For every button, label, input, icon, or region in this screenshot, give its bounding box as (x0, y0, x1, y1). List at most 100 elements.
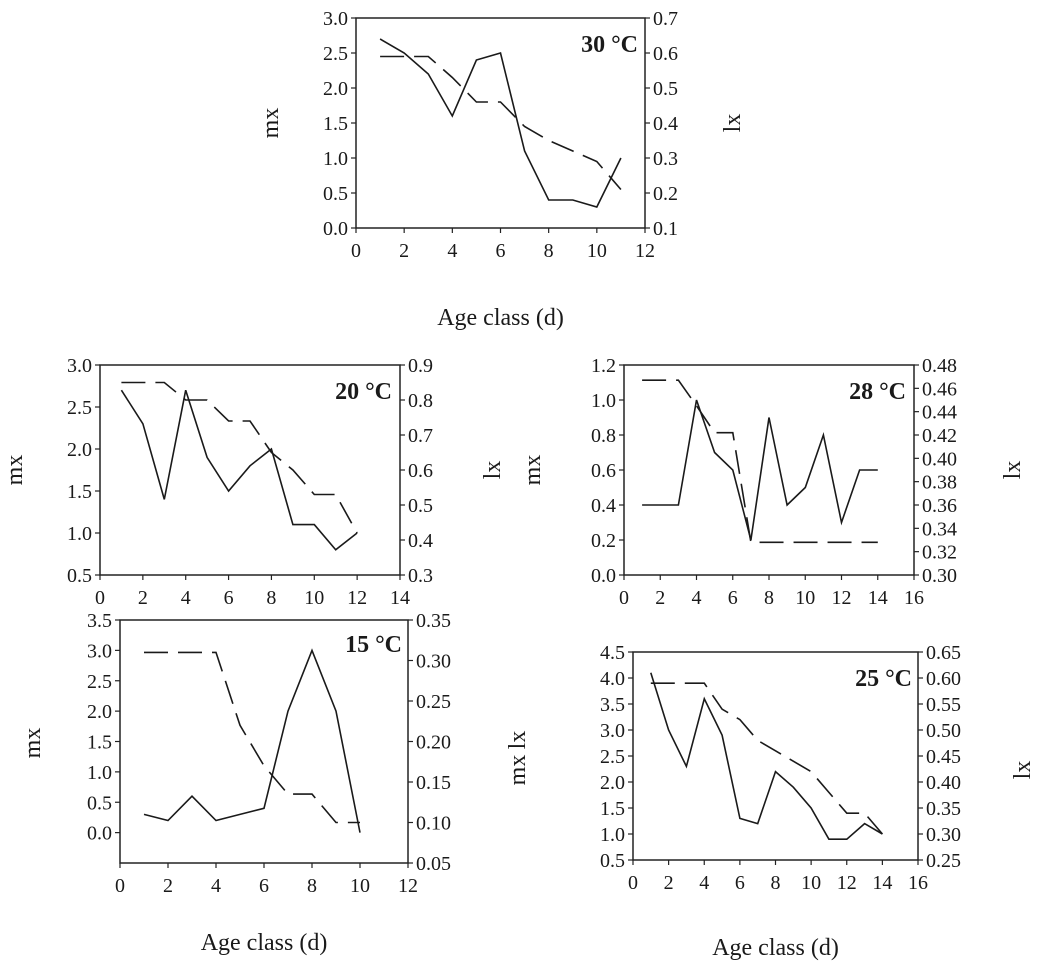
y2-tick-label: 0.1 (653, 218, 678, 240)
y2-tick-label: 0.34 (922, 518, 957, 540)
x-tick-label: 2 (655, 587, 665, 609)
y-tick-label: 4.5 (600, 642, 625, 664)
y2-tick-label: 0.35 (926, 798, 961, 820)
y-tick-label: 0.5 (600, 850, 625, 872)
y-tick-label: 0.5 (67, 565, 92, 587)
y2-tick-label: 0.4 (408, 530, 433, 552)
lx-series-line (121, 381, 358, 534)
panel-title: 25 °C (855, 666, 912, 692)
mx-series-line (642, 399, 878, 541)
y-tick-label: 1.5 (87, 732, 112, 754)
x-tick-label: 0 (628, 872, 638, 894)
y2-tick-label: 0.8 (408, 390, 433, 412)
y2-tick-label: 0.7 (408, 425, 433, 447)
y2-tick-label: 0.60 (926, 668, 961, 690)
x-tick-label: 2 (399, 240, 409, 262)
x-tick-label: 6 (496, 240, 506, 262)
y-tick-label: 3.5 (87, 610, 112, 632)
y2-axis-label: lx (1000, 461, 1026, 480)
y2-tick-label: 0.45 (926, 746, 961, 768)
x-tick-label: 16 (904, 587, 924, 609)
y2-tick-label: 0.46 (922, 378, 957, 400)
y2-tick-label: 0.15 (416, 772, 451, 794)
y-axis-label: mx (2, 455, 28, 486)
x-tick-label: 12 (347, 587, 367, 609)
y-tick-label: 2.0 (87, 701, 112, 723)
x-tick-label: 6 (728, 587, 738, 609)
y-tick-label: 0.6 (591, 460, 616, 482)
x-tick-label: 4 (692, 587, 702, 609)
y2-tick-label: 0.32 (922, 542, 957, 564)
y2-tick-label: 0.48 (922, 355, 957, 377)
y-tick-label: 1.0 (67, 523, 92, 545)
y-tick-label: 2.5 (67, 397, 92, 419)
panel-title: 15 °C (345, 632, 402, 658)
x-tick-label: 10 (801, 872, 821, 894)
lx-series-line (380, 55, 622, 191)
panel-title: 28 °C (849, 379, 906, 405)
y-tick-label: 1.0 (600, 824, 625, 846)
y-tick-label: 3.0 (87, 640, 112, 662)
y2-tick-label: 0.40 (922, 448, 957, 470)
x-tick-label: 4 (211, 875, 221, 897)
y2-axis-label: lx (720, 114, 746, 133)
y-tick-label: 2.5 (323, 43, 348, 65)
x-axis-label: Age class (d) (201, 930, 328, 956)
y-tick-label: 1.0 (87, 762, 112, 784)
panel-25c: 0 2 4 6 8 10 12 14 16 0.5 1.0 1.5 2.0 2.5 3.0 3.5 4.0 4.5… (505, 642, 1036, 961)
y-tick-label: 0.5 (323, 183, 348, 205)
x-tick-label: 4 (699, 872, 709, 894)
y-tick-label: 3.0 (323, 8, 348, 30)
y-tick-label: 0.4 (591, 495, 616, 517)
y-tick-label: 0.0 (87, 823, 112, 845)
x-tick-label: 0 (95, 587, 105, 609)
y-tick-label: 1.2 (591, 355, 616, 377)
y-tick-label: 1.5 (67, 481, 92, 503)
x-axis-label: Age class (d) (437, 305, 564, 331)
x-tick-label: 10 (350, 875, 370, 897)
mx-series-line (650, 672, 883, 841)
y2-tick-label: 0.65 (926, 642, 961, 664)
y-tick-label: 3.5 (600, 694, 625, 716)
y2-tick-label: 0.30 (922, 565, 957, 587)
x-tick-label: 12 (837, 872, 857, 894)
x-tick-label: 8 (764, 587, 774, 609)
lx-series-line (642, 379, 878, 544)
y-tick-label: 2.5 (600, 746, 625, 768)
y2-tick-label: 0.30 (926, 824, 961, 846)
y2-tick-label: 0.25 (926, 850, 961, 872)
x-tick-label: 14 (872, 872, 892, 894)
y2-tick-label: 0.05 (416, 853, 451, 875)
y2-tick-label: 0.40 (926, 772, 961, 794)
y2-tick-label: 0.20 (416, 732, 451, 754)
y2-tick-label: 0.9 (408, 355, 433, 377)
y2-tick-label: 0.55 (926, 694, 961, 716)
x-tick-label: 2 (163, 875, 173, 897)
x-tick-label: 8 (771, 872, 781, 894)
x-tick-label: 4 (447, 240, 457, 262)
y-tick-label: 1.0 (323, 148, 348, 170)
panel-title: 20 °C (335, 379, 392, 405)
x-tick-label: 2 (138, 587, 148, 609)
y2-tick-label: 0.6 (653, 43, 678, 65)
y-tick-label: 0.2 (591, 530, 616, 552)
y2-tick-label: 0.10 (416, 813, 451, 835)
y-tick-label: 2.5 (87, 671, 112, 693)
y2-tick-label: 0.42 (922, 425, 957, 447)
x-tick-label: 10 (795, 587, 815, 609)
x-tick-label: 14 (868, 587, 888, 609)
x-tick-label: 12 (832, 587, 852, 609)
y-tick-label: 0.8 (591, 425, 616, 447)
y2-tick-label: 0.30 (416, 651, 451, 673)
y2-axis-label: lx (480, 461, 506, 480)
y-tick-label: 1.5 (323, 113, 348, 135)
y2-tick-label: 0.50 (926, 720, 961, 742)
x-tick-label: 6 (735, 872, 745, 894)
panel-15c: 0 2 4 6 8 10 12 0.0 0.5 1.0 1.5 2.0 2.5 3.0 3.5 0.05 0.1… (20, 610, 451, 956)
x-tick-label: 0 (619, 587, 629, 609)
y2-tick-label: 0.3 (408, 565, 433, 587)
y-axis-label: mx (258, 108, 284, 139)
y-tick-label: 1.0 (591, 390, 616, 412)
y-tick-label: 3.0 (600, 720, 625, 742)
